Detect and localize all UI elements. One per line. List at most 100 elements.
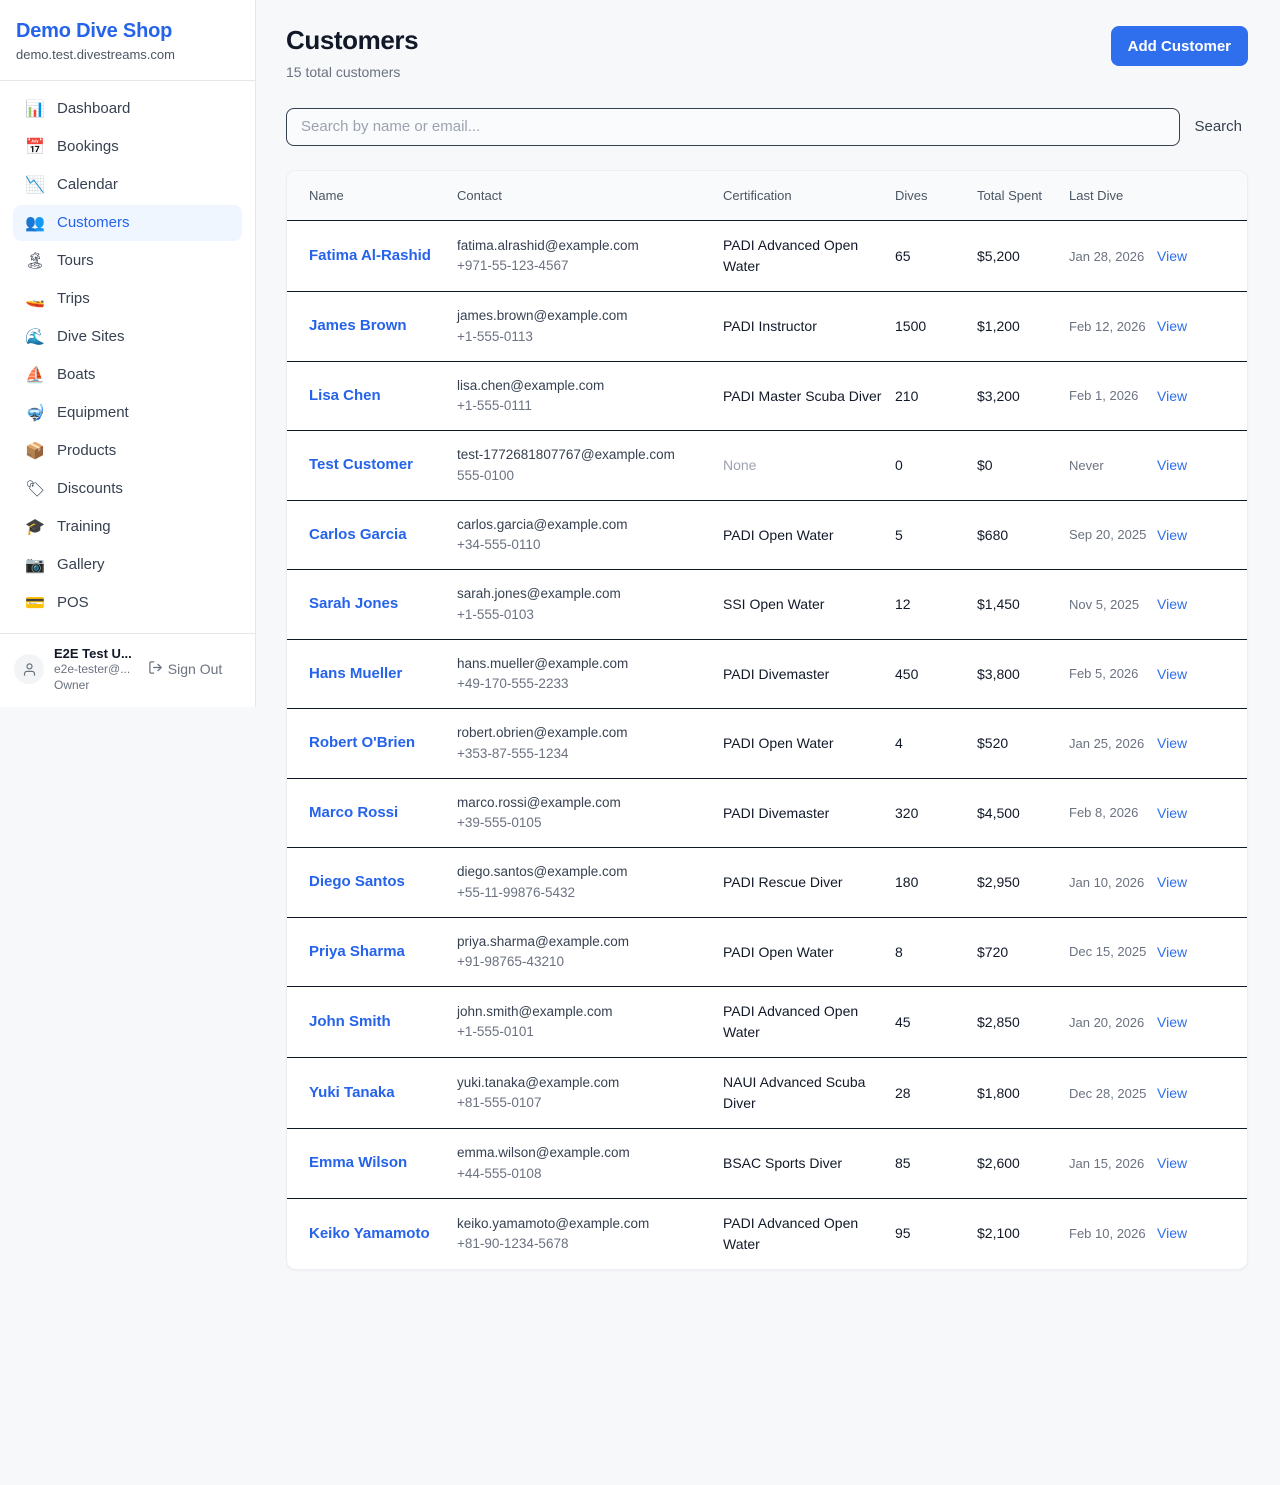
view-link[interactable]: View [1157,526,1188,543]
cell-certification: PADI Open Water [723,500,895,571]
view-link[interactable]: View [1157,1155,1188,1172]
certification-value: PADI Divemaster [723,804,830,821]
sidebar-item-tours[interactable]: 🏝 Tours [13,243,242,279]
sidebar-item-label: Equipment [57,404,129,422]
sidebar-item-pos[interactable]: 💳 POS [13,585,242,621]
customer-name-link[interactable]: James Brown [309,317,407,335]
sidebar-item-discounts[interactable]: 🏷 Discounts [13,471,242,507]
customer-name-link[interactable]: Lisa Chen [309,386,381,404]
cell-actions: View [1157,291,1247,362]
sidebar-item-gallery[interactable]: 📷 Gallery [13,547,242,583]
sidebar-item-label: Training [57,518,111,536]
cell-certification: PADI Instructor [723,291,895,362]
view-link[interactable]: View [1157,874,1188,891]
sidebar-item-label: Bookings [57,138,119,156]
sign-out-button[interactable]: Sign Out [148,660,222,678]
view-link[interactable]: View [1157,1084,1188,1101]
cell-dives: 85 [895,1128,977,1199]
cell-last-dive: Jan 28, 2026 [1069,220,1157,293]
cell-total-spent: $3,800 [977,639,1069,710]
table-row: Robert O'Brien robert.obrien@example.com +… [287,708,1247,779]
cell-contact: yuki.tanaka@example.com +81-555-0107 [457,1057,723,1130]
view-link[interactable]: View [1157,1013,1188,1030]
sidebar-item-equipment[interactable]: 🤿 Equipment [13,395,242,431]
brand-block: Demo Dive Shop demo.test.divestreams.com [0,0,255,81]
cell-total-spent: $1,200 [977,291,1069,362]
customer-phone: +81-555-0107 [457,1095,542,1111]
certification-value: PADI Master Scuba Diver [723,387,882,404]
customer-name-link[interactable]: John Smith [309,1013,391,1031]
customer-email: john.smith@example.com [457,1004,613,1020]
cell-dives: 95 [895,1225,911,1242]
credit-card-icon: 💳 [25,592,45,612]
cell-name: Sarah Jones [287,569,457,640]
cell-contact: priya.sharma@example.com +91-98765-43210 [457,917,723,988]
customer-name-link[interactable]: Diego Santos [309,873,405,891]
sidebar-item-customers[interactable]: 👥 Customers [13,204,242,241]
view-link[interactable]: View [1157,318,1188,335]
customer-name-link[interactable]: Priya Sharma [309,942,405,960]
table-row: James Brown james.brown@example.com +1-555… [287,291,1247,362]
sidebar-item-label: Customers [57,214,130,232]
diving-mask-icon: 🤿 [25,402,45,422]
view-link[interactable]: View [1157,387,1188,404]
sidebar-item-boats[interactable]: ⛵ Boats [13,357,242,393]
sidebar-item-trips[interactable]: 🚤 Trips [13,281,242,317]
cell-contact: sarah.jones@example.com +1-555-0103 [457,569,723,640]
view-link[interactable]: View [1157,943,1188,960]
sidebar-item-dive-sites[interactable]: 🌊 Dive Sites [13,319,242,355]
customer-email: sarah.jones@example.com [457,586,621,602]
customer-name-link[interactable]: Marco Rossi [309,803,399,821]
sidebar-item-bookings[interactable]: 📅 Bookings [13,129,242,165]
customer-name-link[interactable]: Robert O'Brien [309,734,416,752]
cell-certification: PADI Advanced Open Water [723,1198,895,1268]
cell-contact: james.brown@example.com +1-555-0113 [457,291,723,362]
cell-name: Lisa Chen [287,361,457,432]
cell-dives: 210 [895,361,977,432]
island-icon: 🏝 [25,250,46,270]
view-link[interactable]: View [1157,804,1188,821]
cell-dives: 180 [895,847,977,918]
cell-actions: View [1157,986,1247,1059]
customer-name-link[interactable]: Keiko Yamamoto [309,1224,430,1242]
customer-name-link[interactable]: Test Customer [309,456,413,474]
sidebar-item-products[interactable]: 📦 Products [13,433,242,469]
table-head: Name Contact Certification Dives Total Spent… [287,170,1247,222]
cell-total-spent: $720 [977,917,1069,988]
sidebar-item-label: Gallery [57,556,105,574]
cell-certification: PADI Divemaster [723,639,895,710]
page-header: Customers 15 total customers Add Custome… [286,25,1248,80]
add-customer-button[interactable]: Add Customer [1110,26,1248,66]
table-row: Sarah Jones sarah.jones@example.com +1-555… [287,569,1247,640]
cell-name: Yuki Tanaka [287,1057,457,1130]
customer-name-link[interactable]: Carlos Garcia [309,525,407,543]
sidebar-item-dashboard[interactable]: 📊 Dashboard [13,91,242,127]
user-email: e2e-tester@... [54,662,131,677]
customer-name-link[interactable]: Fatima Al-Rashid [309,247,431,265]
sidebar-item-calendar[interactable]: 📉 Calendar [13,167,242,203]
view-link[interactable]: View [1157,1225,1188,1242]
cell-certification: None [723,430,895,501]
view-link[interactable]: View [1157,247,1188,264]
cell-actions: View [1157,639,1247,710]
customer-email: test-1772681807767@example.com [457,447,675,463]
search-input[interactable] [286,107,1181,146]
cell-certification: SSI Open Water [723,569,895,640]
cell-actions: View [1157,1198,1247,1268]
table-row: Keiko Yamamoto keiko.yamamoto@example.com… [287,1198,1247,1268]
cell-actions: View [1157,1057,1247,1130]
certification-value: BSAC Sports Diver [723,1155,843,1172]
view-link[interactable]: View [1157,596,1188,613]
bar-chart-icon: 📊 [25,98,45,118]
view-link[interactable]: View [1157,735,1188,752]
customer-phone: +44-555-0108 [457,1165,542,1181]
customer-name-link[interactable]: Hans Mueller [309,664,403,682]
sidebar-item-training[interactable]: 🎓 Training [13,509,242,545]
view-link[interactable]: View [1157,665,1188,682]
customer-name-link[interactable]: Yuki Tanaka [309,1084,395,1102]
view-link[interactable]: View [1157,457,1188,474]
customer-name-link[interactable]: Emma Wilson [309,1154,408,1172]
customer-name-link[interactable]: Sarah Jones [309,595,399,613]
customer-email: robert.obrien@example.com [457,725,628,741]
search-button[interactable]: Search [1194,118,1248,135]
